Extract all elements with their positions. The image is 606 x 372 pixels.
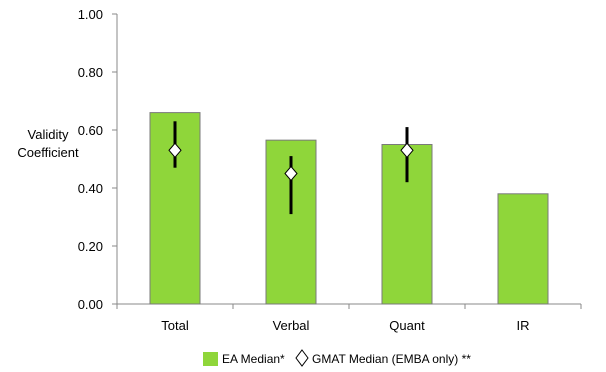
x-axis-ticks [116, 304, 582, 309]
y-tick-label: 0.40 [78, 181, 103, 196]
y-axis-label-line-2: Coefficient [17, 145, 79, 160]
legend-label-ea-median: EA Median* [222, 352, 285, 366]
diamond-marker-verbal [284, 165, 298, 182]
y-tick-label: 0.60 [78, 123, 103, 138]
y-axis-ticks [112, 13, 117, 305]
bars-group [149, 112, 549, 305]
x-axis-category-labels: Total Verbal Quant IR [161, 318, 529, 333]
legend-swatch-ea-median [203, 352, 218, 366]
x-category-label: Quant [389, 318, 425, 333]
y-axis-label-line-1: Validity [28, 127, 69, 142]
y-tick-label: 0.80 [78, 65, 103, 80]
x-category-label: IR [517, 318, 530, 333]
x-category-label: Verbal [273, 318, 310, 333]
diamond-marker-total [168, 142, 182, 159]
diamond-marker-quant [400, 142, 414, 159]
y-tick-label: 1.00 [78, 7, 103, 22]
y-tick-label: 0.20 [78, 239, 103, 254]
legend-label-gmat-median: GMAT Median (EMBA only) ** [312, 352, 471, 366]
y-axis-tick-labels: 0.00 0.20 0.40 0.60 0.80 1.00 [78, 7, 103, 312]
legend-diamond-icon [295, 349, 309, 367]
legend: EA Median* GMAT Median (EMBA only) ** [203, 349, 471, 367]
bar-ir [497, 193, 549, 305]
y-tick-label: 0.00 [78, 297, 103, 312]
x-category-label: Total [161, 318, 189, 333]
diamond-markers-group [168, 142, 414, 182]
